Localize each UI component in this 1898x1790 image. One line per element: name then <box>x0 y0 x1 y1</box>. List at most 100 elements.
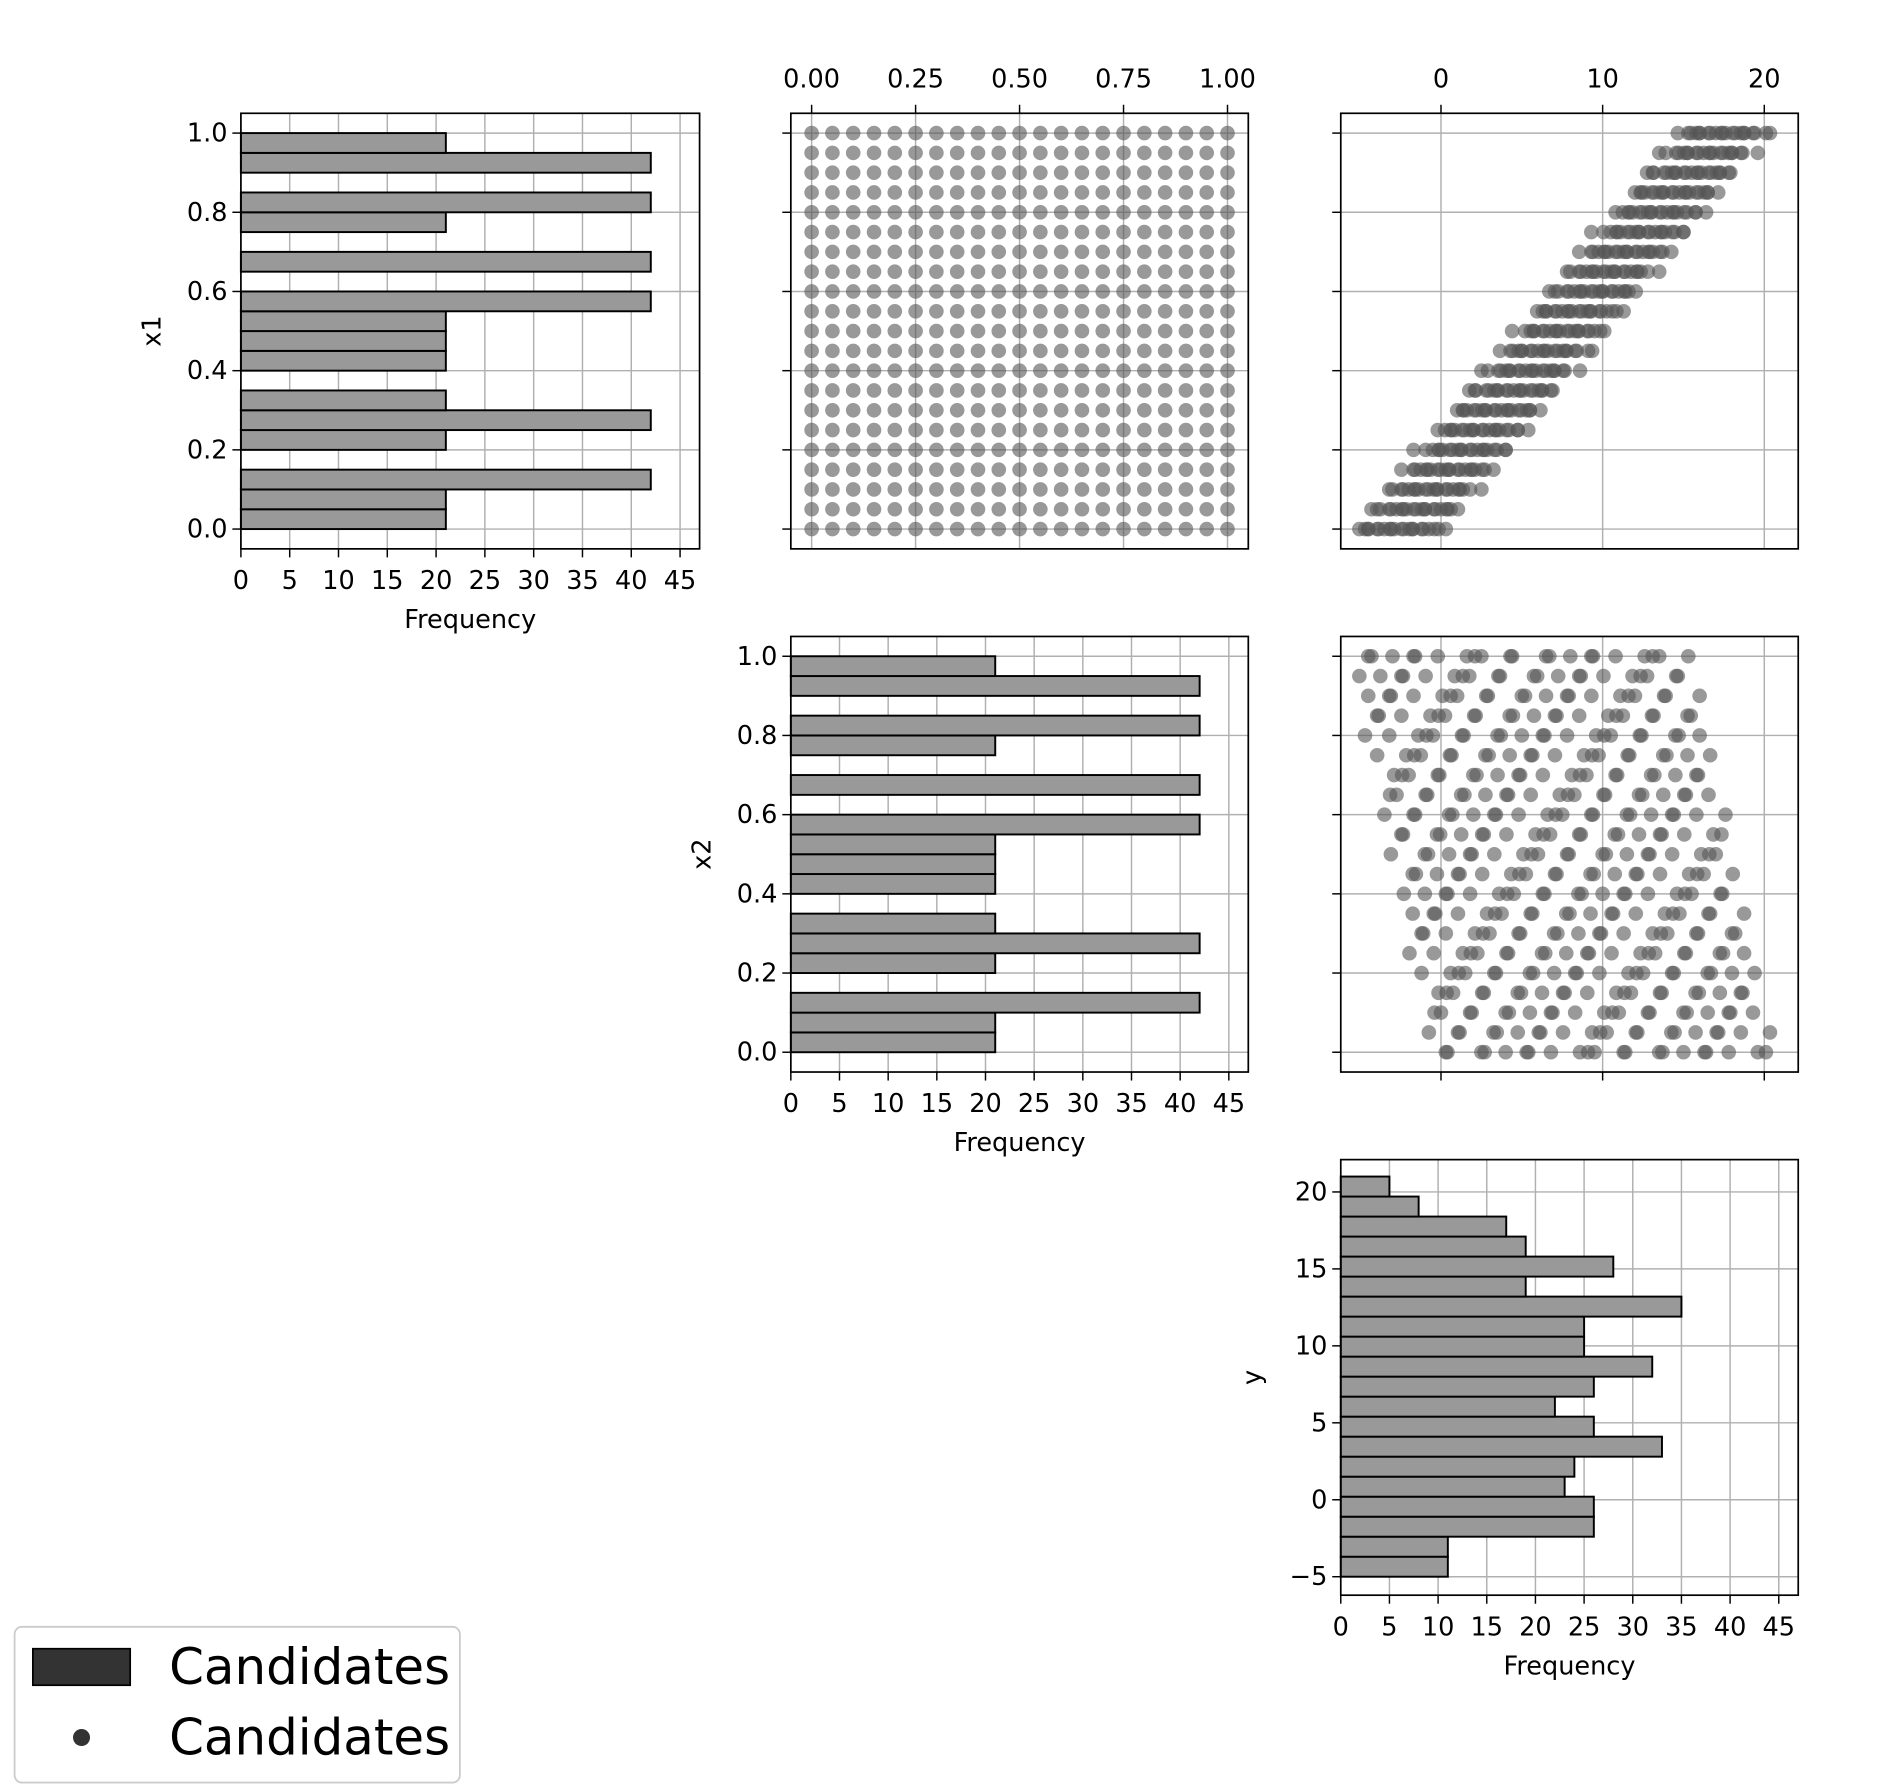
point <box>866 462 882 477</box>
point <box>1414 965 1429 981</box>
point <box>1567 1005 1583 1020</box>
point <box>1394 668 1409 684</box>
point <box>825 125 840 141</box>
point <box>991 343 1007 359</box>
point <box>1220 323 1235 339</box>
point <box>1714 827 1729 842</box>
point <box>1595 886 1610 902</box>
point <box>1541 284 1557 299</box>
point <box>1564 303 1580 319</box>
point <box>1531 1025 1547 1040</box>
point <box>1395 482 1411 497</box>
point <box>1586 866 1602 882</box>
y-tick-label: 0.6 <box>187 277 228 307</box>
point <box>1406 648 1421 664</box>
point <box>866 482 882 497</box>
bar <box>1339 1475 1566 1498</box>
point <box>866 224 882 240</box>
point <box>1681 185 1697 200</box>
point <box>1537 945 1553 961</box>
point <box>1559 688 1575 704</box>
point <box>1095 323 1111 339</box>
point <box>1385 648 1400 664</box>
point <box>1474 866 1490 882</box>
point <box>1074 363 1090 378</box>
point <box>1615 708 1631 723</box>
bar <box>1339 1515 1595 1538</box>
point <box>1012 482 1027 497</box>
point <box>1470 945 1485 961</box>
point <box>1609 767 1625 783</box>
point <box>908 284 923 299</box>
point <box>949 165 965 180</box>
point <box>1414 926 1429 941</box>
x-tick-label: 20 <box>1748 65 1781 95</box>
y-axis-label: y <box>1237 1370 1267 1385</box>
point <box>991 125 1007 141</box>
point <box>1571 323 1586 339</box>
bar <box>239 468 652 491</box>
point <box>1579 945 1595 961</box>
point <box>1012 224 1027 240</box>
point <box>1745 1005 1761 1020</box>
point <box>1510 422 1526 438</box>
x-tick-label: 45 <box>1763 1612 1796 1642</box>
point <box>1584 648 1599 664</box>
point <box>1479 442 1495 458</box>
point <box>1157 501 1173 517</box>
point <box>1622 807 1638 822</box>
point <box>929 185 944 200</box>
point <box>1157 402 1173 418</box>
point <box>1394 462 1409 477</box>
point <box>1481 747 1496 763</box>
point <box>1352 668 1367 684</box>
x-tick-label: 25 <box>469 566 502 596</box>
point <box>1178 343 1194 359</box>
bar <box>789 1031 997 1054</box>
x-tick-label: 0.25 <box>887 65 944 95</box>
point <box>1477 1044 1492 1060</box>
point <box>1581 323 1597 339</box>
point <box>970 165 986 180</box>
point <box>1012 521 1027 537</box>
point <box>845 145 861 161</box>
point <box>1116 244 1131 260</box>
point <box>1383 501 1399 517</box>
point <box>908 185 923 200</box>
point <box>1504 648 1520 664</box>
point <box>1721 1005 1737 1020</box>
bar <box>789 655 997 678</box>
point <box>1727 926 1743 941</box>
point <box>1511 807 1526 822</box>
point <box>1681 648 1696 664</box>
point <box>1619 244 1635 260</box>
point <box>1137 303 1152 319</box>
point <box>1430 648 1446 664</box>
point <box>1364 501 1379 517</box>
point <box>1425 728 1441 743</box>
point <box>1655 1044 1670 1060</box>
point <box>1692 125 1707 141</box>
point <box>1579 767 1594 783</box>
point <box>1157 323 1173 339</box>
point <box>1428 501 1443 517</box>
point <box>1571 244 1587 260</box>
point <box>1558 343 1574 359</box>
point <box>1523 787 1539 803</box>
point <box>1552 323 1568 339</box>
point <box>1511 767 1526 783</box>
point <box>845 501 861 517</box>
point <box>1639 668 1655 684</box>
point <box>804 343 819 359</box>
point <box>1696 866 1711 882</box>
point <box>1033 264 1048 279</box>
point <box>1522 1005 1538 1020</box>
x-tick-label: 45 <box>664 566 697 596</box>
point <box>845 264 861 279</box>
point <box>1178 204 1194 220</box>
point <box>1668 767 1683 783</box>
point <box>1012 185 1027 200</box>
point <box>1157 521 1173 537</box>
point <box>949 125 965 141</box>
point <box>866 165 882 180</box>
